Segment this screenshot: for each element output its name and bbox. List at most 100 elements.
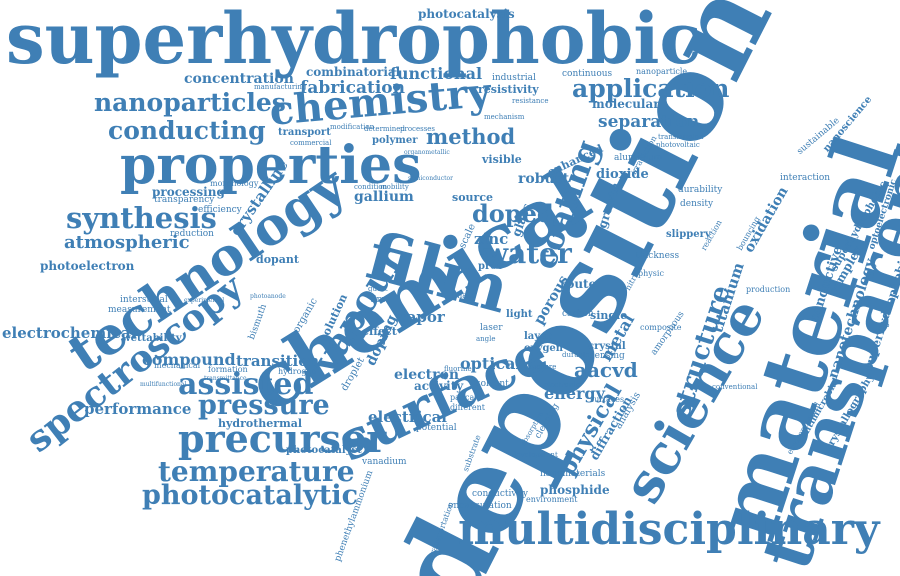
word-carbon: carbon xyxy=(562,309,594,319)
word-application: application xyxy=(572,74,730,103)
word-different: different xyxy=(450,403,486,412)
word-density: density xyxy=(680,199,714,209)
word-physic: physic xyxy=(638,269,664,278)
word-superhydrophobic: superhydrophobic xyxy=(6,0,702,80)
word-processes: processes xyxy=(400,125,436,133)
word-polymer: polymer xyxy=(372,135,418,146)
word-interstitial: interstitial xyxy=(120,295,168,305)
word-visible: visible xyxy=(482,153,522,166)
word-guest: guest xyxy=(368,285,388,293)
word-optical: optical xyxy=(460,354,522,373)
word-source: source xyxy=(452,191,494,204)
word-oxygen: oxygen xyxy=(524,343,564,354)
word-dopant: dopant xyxy=(256,253,299,266)
word-molecular: molecular xyxy=(592,97,660,111)
word-development: development xyxy=(512,451,558,459)
word-time: time xyxy=(370,295,391,305)
word-precursor: precursor xyxy=(178,416,387,461)
word-transition: transition xyxy=(236,352,320,370)
word-effect: effect xyxy=(362,325,397,338)
word-activity: activity xyxy=(414,379,464,393)
word-single: single xyxy=(590,309,628,322)
word-conventional: conventional xyxy=(712,383,758,391)
word-water: water xyxy=(484,237,572,270)
word-electron: electron xyxy=(394,367,460,383)
word-surfaces: surfaces xyxy=(590,395,625,404)
word-pancake: pancake xyxy=(450,393,484,402)
word-experimental: experimental xyxy=(184,297,225,304)
word-angle: angle xyxy=(476,335,496,343)
word-reduction: reduction xyxy=(170,229,214,239)
word-nanomaterials: nanomaterials xyxy=(540,469,606,479)
word-exposure: exposure xyxy=(524,363,557,371)
word-light: light xyxy=(506,309,533,320)
word-environment: environment xyxy=(526,495,578,504)
word-transmission: transmission xyxy=(658,133,704,141)
word-conducting: conducting xyxy=(108,116,266,145)
word-hydrothermal: hydrothermal xyxy=(218,417,303,430)
word-atmospheric: atmospheric xyxy=(64,232,190,253)
word-multidisciplinary: multidisciplinary xyxy=(458,504,880,555)
word-proc: proc xyxy=(478,261,504,272)
word-durable: durable xyxy=(562,351,590,359)
word-doped: doped xyxy=(472,199,554,228)
word-separation: separation xyxy=(598,112,700,132)
word-continuous: continuous xyxy=(562,69,613,79)
word-formation: formation xyxy=(208,365,248,374)
word-thickness: thickness xyxy=(636,251,680,261)
word-production: production xyxy=(746,285,791,294)
word-commercial: commercial xyxy=(290,139,332,147)
word-nanoparticles: nanoparticles xyxy=(94,88,286,117)
word-phosphide: phosphide xyxy=(540,483,610,497)
word-photoanode: photoanode xyxy=(250,293,286,300)
word-photoelectron: photoelectron xyxy=(40,259,135,273)
word-photovoltaic: photovoltaic xyxy=(656,141,700,149)
word-potential: potential xyxy=(416,423,457,433)
word-transport: transport xyxy=(278,127,331,138)
word-morphology: morphology xyxy=(210,179,259,188)
word-organometallic: organometallic xyxy=(404,149,450,156)
word-photocatalysis: photocatalysis xyxy=(418,7,515,21)
word-energy: energy xyxy=(544,384,605,403)
word-industrial: industrial xyxy=(492,73,536,83)
word-manufacturing: manufacturing xyxy=(254,83,307,91)
word-robust: robust xyxy=(518,171,570,187)
word-semiconductor: semiconductor xyxy=(408,175,454,182)
word-aluminium: aluminium xyxy=(614,153,663,163)
word-assisted: assisted xyxy=(178,367,314,402)
word-mechanism: mechanism xyxy=(484,113,525,121)
word-resistivity: resistivity xyxy=(478,83,539,96)
word-compound: compound xyxy=(142,350,236,369)
word-slippery: slippery xyxy=(666,229,711,240)
word-crystal: crystal xyxy=(588,341,626,352)
word-fluorine: fluorine xyxy=(444,365,472,373)
word-phase: phase xyxy=(452,291,476,300)
word-electrochemical: electrochemical xyxy=(2,324,137,342)
word-aacvd: aacvd xyxy=(574,358,638,382)
word-fabrication: fabrication xyxy=(300,78,406,98)
word-modification: modification xyxy=(330,123,375,131)
word-conductivity: conductivity xyxy=(472,489,529,499)
word-mechanical: mechanical xyxy=(154,361,201,370)
word-processing: processing xyxy=(152,185,225,199)
word-sensing: sensing xyxy=(590,351,625,361)
word-mobility: mobility xyxy=(380,183,409,191)
word-method: method xyxy=(426,124,516,149)
word-temperature: temperature xyxy=(158,455,355,488)
word-performance: performance xyxy=(84,400,192,418)
word-condition: condition xyxy=(354,183,388,191)
word-route: route xyxy=(560,277,597,291)
word-combinatorial: combinatorial xyxy=(306,65,401,79)
word-photocatalyst: photocatalyst xyxy=(286,445,362,456)
word-concentration: concentration xyxy=(184,71,294,87)
word-dioxide: dioxide xyxy=(596,167,649,182)
word-wettability: wettability xyxy=(122,333,182,344)
word-zinc: zinc xyxy=(474,230,509,248)
word-properties: properties xyxy=(120,135,422,196)
word-transparency: transparency xyxy=(154,195,215,205)
word-gallium: gallium xyxy=(354,189,414,205)
word-transmittance: transmittance xyxy=(204,375,247,382)
word-synthesis: synthesis xyxy=(66,201,217,235)
word-measurement: measurement xyxy=(108,305,171,315)
